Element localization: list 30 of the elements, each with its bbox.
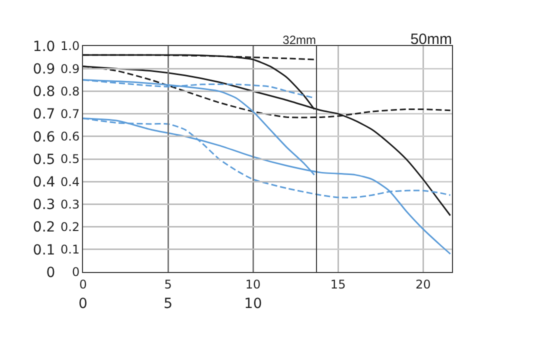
y-tick-label: 0.9 <box>32 62 56 78</box>
x-tick-label: 5 <box>164 277 172 292</box>
y-tick-label: 1.0 <box>60 39 80 54</box>
y-tick-label: 0.8 <box>32 84 56 100</box>
chart-title: 32mm <box>282 33 316 47</box>
chart-title: 50mm <box>410 31 452 48</box>
y-tick-label: 0 <box>46 264 56 281</box>
y-tick-label: 0.2 <box>32 220 56 236</box>
y-tick-label: 0.5 <box>32 152 56 168</box>
y-tick-label: 0.6 <box>60 130 80 144</box>
x-tick-label: 10 <box>244 296 262 312</box>
y-tick-label: 0.6 <box>32 129 56 146</box>
y-tick-label: 0.1 <box>60 242 80 257</box>
y-tick-label: 0.3 <box>60 197 80 212</box>
y-tick-label: 0.4 <box>32 174 56 190</box>
x-tick-label: 20 <box>415 277 431 292</box>
y-tick-label: 0.9 <box>60 62 80 76</box>
y-tick-label: 0.8 <box>60 84 80 98</box>
y-tick-label: 0.4 <box>60 174 80 189</box>
y-tick-label: 0.1 <box>32 242 56 258</box>
x-tick-label: 5 <box>164 296 172 312</box>
y-tick-label: 1.0 <box>32 38 56 55</box>
y-tick-label: 0.7 <box>32 106 56 123</box>
y-tick-label: 0.7 <box>60 107 80 121</box>
x-tick-label: 10 <box>245 277 261 292</box>
x-tick-label: 15 <box>330 277 346 292</box>
y-tick-label: 0.2 <box>60 220 80 234</box>
y-tick-label: 0 <box>72 265 80 280</box>
y-tick-label: 0.5 <box>60 152 80 166</box>
y-tick-label: 0.3 <box>32 197 56 214</box>
